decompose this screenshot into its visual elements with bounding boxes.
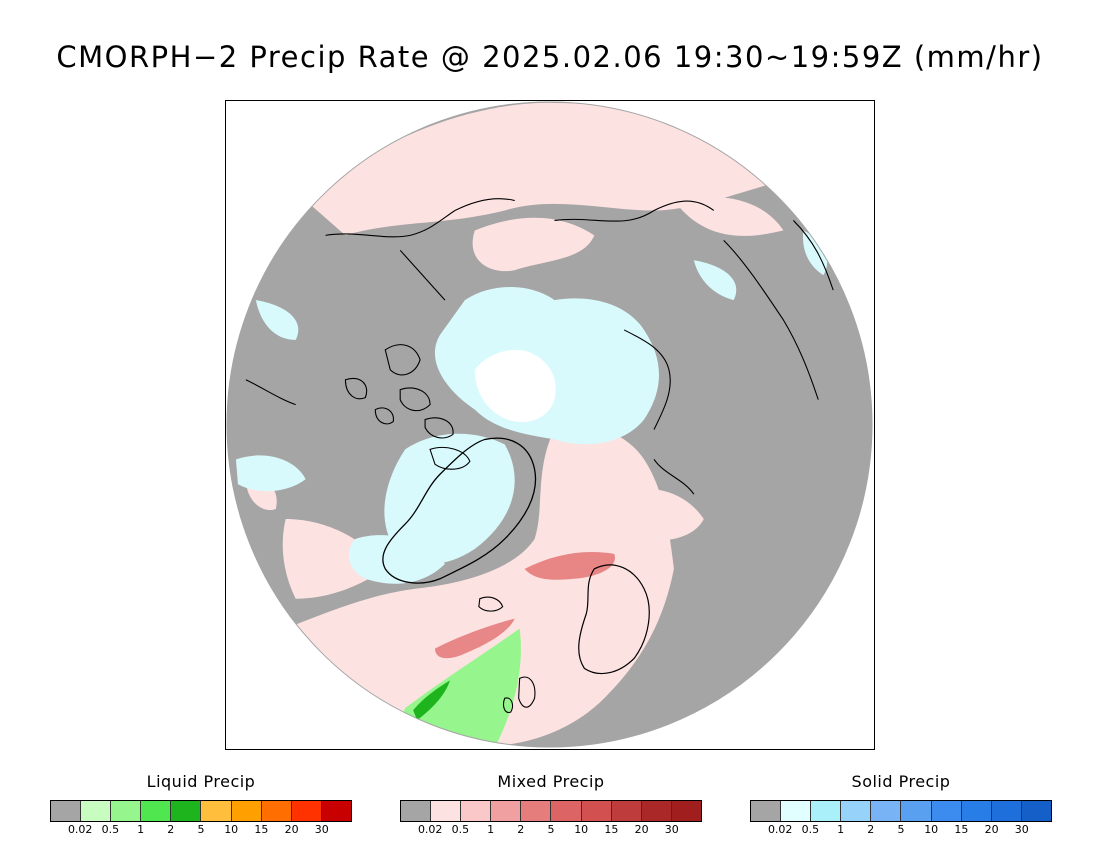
legend-tick-label: 2: [517, 823, 525, 836]
legend-swatch: [1021, 801, 1051, 821]
legend-tick-label: 5: [197, 823, 205, 836]
legend-swatch: [581, 801, 612, 821]
legend-swatch: [491, 801, 522, 821]
legend-tick-label: 20: [984, 823, 999, 836]
legend-tick-label: 2: [867, 823, 875, 836]
legend-swatch: [841, 801, 872, 821]
legend-swatch: [961, 801, 992, 821]
legend-tick-label: 0.5: [801, 823, 820, 836]
legend-tick-label: 10: [924, 823, 939, 836]
legend-tick-label: 20: [284, 823, 299, 836]
legend-title-mixed: Mixed Precip: [497, 772, 605, 791]
legend-tick-label: 15: [604, 823, 619, 836]
legend-tick-label: 10: [574, 823, 589, 836]
legend-swatch: [141, 801, 172, 821]
legend-swatch: [401, 801, 432, 821]
legend-tick-label: 30: [314, 823, 329, 836]
legend-tick-label: 1: [487, 823, 495, 836]
legend-swatch: [871, 801, 902, 821]
mixed-precip-region: [245, 102, 864, 747]
legend-swatch: [641, 801, 672, 821]
legend-swatches-liquid: [50, 800, 352, 822]
legend-swatch: [461, 801, 492, 821]
map-title: CMORPH−2 Precip Rate @ 2025.02.06 19:30~…: [56, 40, 1044, 74]
legend-tick-label: 1: [837, 823, 845, 836]
legend-swatch: [291, 801, 322, 821]
legend-tick-label: 5: [897, 823, 905, 836]
polar-map: [225, 100, 875, 750]
legend-tick-label: 15: [954, 823, 969, 836]
pole-hole: [474, 349, 556, 423]
legend-ticks-mixed: 0.02 0.5 1 2 5 10 15 20 30: [400, 823, 702, 837]
legend-liquid: Liquid Precip 0.02 0.5 1 2 5 10 15 20 30: [50, 772, 352, 837]
continental-coastlines: [245, 198, 834, 495]
legend-mixed: Mixed Precip 0.02 0.5 1 2 5 10 15 20 30: [400, 772, 702, 837]
legend-swatches-mixed: [400, 800, 702, 822]
legend-swatch: [231, 801, 262, 821]
legend-swatch: [611, 801, 642, 821]
legend-title-solid: Solid Precip: [851, 772, 951, 791]
legend-tick-label: 0.02: [417, 823, 443, 836]
legend-solid: Solid Precip 0.02 0.5 1 2 5 10 15 20 30: [750, 772, 1052, 837]
legend-tick-label: 15: [254, 823, 269, 836]
legend-swatch: [111, 801, 142, 821]
legend-swatch: [81, 801, 112, 821]
legend-tick-label: 30: [664, 823, 679, 836]
legend-swatch: [321, 801, 351, 821]
greenland-coastline: [382, 437, 537, 584]
legend-swatches-solid: [750, 800, 1052, 822]
legend-tick-label: 1: [137, 823, 145, 836]
iceland-coastline: [478, 596, 504, 612]
scandinavia-coastline: [578, 564, 650, 675]
legend-swatch: [811, 801, 842, 821]
legend-title-liquid: Liquid Precip: [146, 772, 256, 791]
arctic-archipelago-coastline: [344, 344, 471, 470]
legend-tick-label: 10: [224, 823, 239, 836]
legend-tick-label: 20: [634, 823, 649, 836]
legend-swatch: [551, 801, 582, 821]
legend-swatch: [171, 801, 202, 821]
legend-tick-label: 30: [1014, 823, 1029, 836]
legend-swatch: [521, 801, 552, 821]
legend-tick-label: 0.02: [67, 823, 93, 836]
legend-ticks-solid: 0.02 0.5 1 2 5 10 15 20 30: [750, 823, 1052, 837]
legend-swatch: [751, 801, 782, 821]
legend-tick-label: 0.02: [767, 823, 793, 836]
legend-tick-label: 0.5: [101, 823, 120, 836]
liquid-precip-band: [399, 628, 521, 748]
legend-swatch: [431, 801, 462, 821]
legend-ticks-liquid: 0.02 0.5 1 2 5 10 15 20 30: [50, 823, 352, 837]
legend-swatch: [51, 801, 82, 821]
legend-tick-label: 5: [547, 823, 555, 836]
legend-tick-label: 2: [167, 823, 175, 836]
legend-swatch: [671, 801, 701, 821]
legend-swatch: [931, 801, 962, 821]
legend-swatch: [781, 801, 812, 821]
legend-swatch: [201, 801, 232, 821]
british-isles-coastline: [502, 676, 536, 714]
legend-swatch: [901, 801, 932, 821]
legend-swatch: [991, 801, 1022, 821]
legend-tick-label: 0.5: [451, 823, 470, 836]
legend-swatch: [261, 801, 292, 821]
